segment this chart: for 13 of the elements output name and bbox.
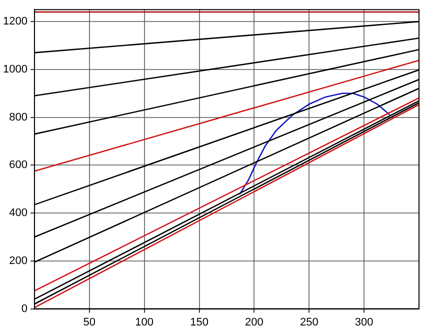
x-tick-label: 250	[300, 316, 318, 328]
y-tick-label: 800	[9, 111, 28, 124]
y-tick-label: 400	[9, 207, 28, 220]
x-tick-label: 150	[190, 316, 208, 328]
y-tick-label: 1200	[2, 16, 28, 28]
y-tick-label: 1000	[2, 63, 28, 76]
x-tick-label: 200	[245, 316, 264, 328]
x-tick-label: 100	[135, 316, 154, 328]
y-tick-label: 600	[9, 159, 28, 172]
y-tick-label: 0	[21, 302, 28, 315]
y-tick-label: 200	[9, 254, 28, 267]
x-tick-label: 50	[83, 316, 96, 328]
x-tick-label: 300	[354, 316, 374, 328]
